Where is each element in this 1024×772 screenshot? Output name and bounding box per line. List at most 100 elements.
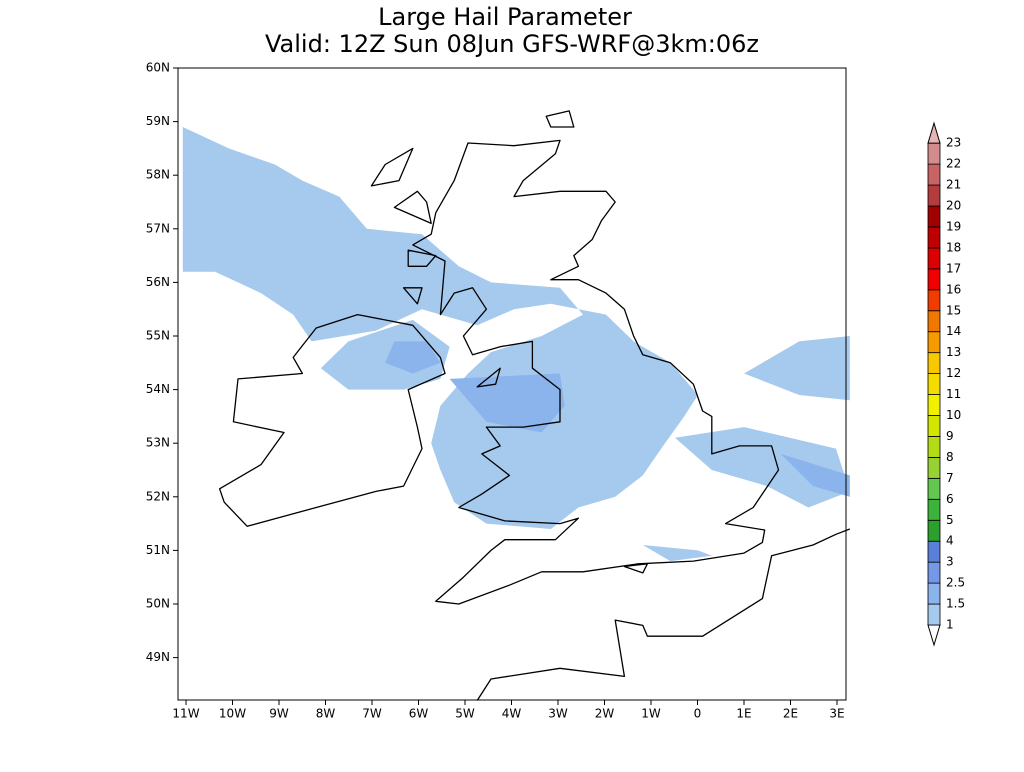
colorbar-label: 2.5 (946, 576, 965, 590)
colorbar-box (927, 394, 941, 416)
lat-label: 59N (146, 114, 170, 128)
colorbar-box (927, 519, 941, 542)
colorbar-label: 6 (946, 492, 954, 506)
lat-label: 58N (146, 168, 170, 182)
shade-light (320, 319, 450, 390)
colorbar-box (927, 456, 941, 479)
colorbar-box (927, 289, 941, 312)
colorbar-label: 14 (946, 324, 961, 338)
colorbar-label: 16 (946, 282, 961, 296)
colorbar-label: 13 (946, 345, 961, 359)
coast-skye (393, 190, 432, 225)
colorbar-label: 20 (946, 199, 961, 213)
lon-label: 10W (219, 707, 246, 721)
colorbar-label: 19 (946, 219, 961, 233)
colorbar-box (927, 331, 941, 354)
shade-light (642, 545, 712, 562)
lat-label: 49N (146, 650, 170, 664)
colorbar-label: 10 (946, 408, 961, 422)
hail-shading (182, 127, 850, 562)
lon-label: 5W (455, 707, 475, 721)
lon-label: 2E (783, 707, 798, 721)
lon-label: 3E (829, 707, 844, 721)
colorbar-label: 8 (946, 450, 954, 464)
coast-wight (623, 563, 649, 574)
colorbar-box (927, 142, 941, 165)
lon-label: 2W (595, 707, 615, 721)
colorbar-label: 7 (946, 471, 954, 485)
colorbar-box (927, 268, 941, 291)
colorbar-label: 17 (946, 261, 961, 275)
shade-mid (780, 453, 850, 497)
lon-label: 3W (548, 707, 568, 721)
lat-label: 50N (146, 597, 170, 611)
subtitle: Valid: 12Z Sun 08Jun GFS-WRF@3km:06z (265, 30, 759, 58)
colorbar-box (927, 540, 941, 563)
shade-light (675, 427, 850, 508)
lat-label: 56N (146, 275, 170, 289)
lat-label: 53N (146, 436, 170, 450)
lat-label: 57N (146, 221, 170, 235)
colorbar-label: 18 (946, 240, 961, 254)
coast-islay (402, 287, 423, 305)
colorbar-box (927, 603, 941, 626)
lat-label: 52N (146, 489, 170, 503)
colorbar-label: 1.5 (946, 597, 965, 611)
coast-lewis (370, 147, 414, 187)
coast-france (476, 528, 851, 701)
colorbar-box (927, 373, 941, 395)
colorbar-label: 22 (946, 157, 961, 171)
lon-label: 9W (269, 707, 289, 721)
colorbar-label: 21 (946, 178, 961, 192)
lon-label: 1E (736, 707, 751, 721)
shade-mid (385, 341, 441, 374)
colorbar-box (927, 477, 941, 500)
colorbar-box (927, 247, 941, 270)
lon-label: 6W (409, 707, 429, 721)
shade-light (744, 336, 850, 401)
colorbar-box (927, 498, 941, 521)
coastlines (218, 110, 851, 701)
coast-orkney (545, 110, 575, 128)
title: Large Hail Parameter (378, 3, 632, 31)
colorbar: 1 1.5 2.5 3 4 5 6 7 8 9 10 11 12 13 14 15 16 17 18 19 20 21 22… (927, 121, 965, 647)
colorbar-label: 23 (946, 136, 961, 150)
colorbar-box (927, 561, 941, 584)
coast-gb (412, 139, 780, 605)
colorbar-box (927, 163, 941, 186)
colorbar-over (927, 121, 941, 144)
lon-label: 0 (694, 707, 702, 721)
lat-label: 55N (146, 329, 170, 343)
lon-label: 7W (362, 707, 382, 721)
colorbar-label: 12 (946, 366, 961, 380)
lat-label: 51N (146, 543, 170, 557)
colorbar-box (927, 205, 941, 228)
lat-label: 54N (146, 382, 170, 396)
lon-label: 11W (172, 707, 199, 721)
map (177, 67, 851, 701)
colorbar-under (927, 624, 941, 647)
lon-label: 4W (502, 707, 522, 721)
colorbar-box (927, 184, 941, 207)
lon-label: 1W (641, 707, 661, 721)
lat-label: 60N (146, 61, 170, 75)
colorbar-box (927, 582, 941, 605)
colorbar-label: 9 (946, 429, 954, 443)
colorbar-label: 15 (946, 303, 961, 317)
coast-man (476, 367, 501, 388)
shade-light (182, 127, 699, 529)
coast-ireland (218, 313, 446, 527)
colorbar-box (927, 352, 941, 374)
lon-label: 8W (316, 707, 336, 721)
coast-mull (407, 249, 437, 267)
colorbar-label: 5 (946, 513, 954, 527)
colorbar-label: 11 (946, 387, 961, 401)
colorbar-label: 1 (946, 618, 954, 632)
colorbar-box (927, 436, 941, 458)
colorbar-box (927, 415, 941, 437)
colorbar-label: 4 (946, 534, 954, 548)
colorbar-box (927, 226, 941, 249)
shade-mid (449, 373, 565, 433)
colorbar-label: 3 (946, 555, 954, 569)
